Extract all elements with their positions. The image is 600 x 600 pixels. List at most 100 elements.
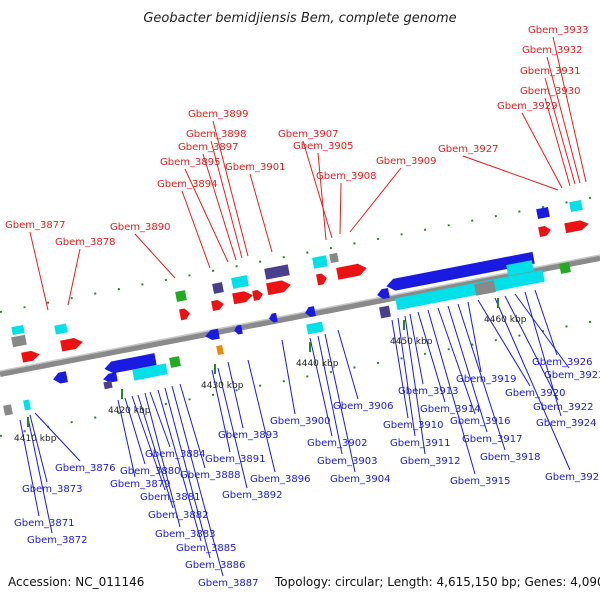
top-label-connector: [181, 190, 211, 269]
forward-gene-block-body: [536, 206, 550, 220]
reverse-gene-block: [216, 345, 224, 355]
gene-label-top: Gbem_3901: [225, 162, 285, 173]
gene-label-bottom: Gbem_3919: [456, 374, 516, 385]
bottom-label-connector: [534, 289, 558, 356]
gene-label-bottom: Gbem_3926: [532, 357, 592, 368]
reverse-gene-block-body: [395, 269, 545, 311]
gene-label-bottom: Gbem_3917: [462, 434, 522, 445]
bottom-label-connector: [247, 359, 276, 473]
forward-gene-block: [252, 289, 263, 301]
gene-label-bottom: Gbem_3920: [505, 388, 565, 399]
bottom-label-connector: [324, 333, 356, 473]
reverse-gene-block: [53, 371, 68, 384]
reverse-gene-block-body: [3, 404, 13, 416]
forward-gene-block-body: [60, 338, 83, 352]
gene-label-bottom: Gbem_3915: [450, 476, 510, 487]
top-label-connector: [552, 36, 587, 183]
reverse-gene-block: [506, 260, 534, 276]
bottom-label-connector: [409, 313, 424, 385]
forward-gene-block: [536, 206, 550, 220]
gene-label-top: Gbem_3927: [438, 144, 498, 155]
bottom-label-connector: [171, 385, 224, 577]
gene-label-bottom: Gbem_3876: [55, 463, 115, 474]
bottom-label-connector: [437, 307, 476, 415]
gene-label-top: Gbem_3929: [497, 101, 557, 112]
forward-gene-block-body: [264, 264, 290, 280]
gene-label-bottom: Gbem_3882: [148, 510, 208, 521]
forward-gene-block: [211, 299, 224, 312]
forward-gene-block: [564, 220, 589, 234]
bottom-label-connector: [227, 361, 244, 429]
gene-label-top: Gbem_3908: [316, 171, 376, 182]
forward-gene-block-body: [312, 255, 328, 269]
forward-gene-block-body: [179, 308, 190, 321]
label-connectors: [19, 36, 587, 577]
kbp-scale: 4410 kbp 4420 kbp 4430 kbp 4440 kbp 4450 kbp…: [14, 298, 527, 444]
gene-features: [3, 199, 589, 416]
top-label-connector: [349, 167, 402, 233]
forward-gene-block: [231, 275, 249, 289]
reverse-gene-block: [234, 324, 243, 335]
gene-label-top: Gbem_3890: [110, 222, 170, 233]
top-label-connector: [202, 153, 237, 261]
reverse-gene-block: [305, 306, 316, 318]
forward-gene-block: [569, 199, 583, 213]
forward-gene-block-body: [21, 350, 40, 363]
reverse-gene-block-body: [474, 280, 496, 296]
gene-label-bottom: Gbem_3911: [390, 438, 450, 449]
forward-gene-block: [329, 252, 339, 264]
gene-labels: Gbem_3877 Gbem_3878 Gbem_3890 Gbem_3894 Gbem…: [5, 25, 600, 589]
top-label-connector: [544, 97, 571, 187]
bottom-label-connector: [317, 335, 343, 455]
gene-label-bottom: Gbem_3871: [14, 518, 74, 529]
reverse-gene-block: [395, 269, 545, 311]
forward-gene-block-body: [54, 323, 68, 335]
reverse-gene-block-body: [205, 328, 220, 341]
gene-label-bottom: Gbem_3873: [22, 484, 82, 495]
top-label-connector: [521, 112, 563, 189]
bottom-label-connector: [337, 329, 359, 400]
forward-gene-block: [316, 273, 327, 286]
forward-gene-block-body: [232, 291, 253, 305]
kbp-scale-label: 4430 kbp: [201, 381, 244, 391]
bottom-label-connector: [504, 295, 559, 401]
reverse-gene-block-body: [103, 380, 113, 390]
gene-label-top: Gbem_3894: [157, 179, 217, 190]
gene-label-bottom: Gbem_3921: [545, 472, 600, 483]
bottom-label-connector: [417, 311, 446, 403]
bottom-label-connector: [131, 395, 166, 491]
gene-label-top: Gbem_3909: [376, 156, 436, 167]
genome-backbone: [0, 255, 600, 377]
gene-label-bottom: Gbem_3885: [176, 543, 236, 554]
top-label-connector: [339, 182, 342, 235]
reverse-gene-block: [132, 363, 168, 381]
gene-label-top: Gbem_3930: [520, 86, 580, 97]
gene-label-bottom: Gbem_3902: [307, 438, 367, 449]
top-label-connector: [29, 231, 49, 311]
bottom-label-connector: [514, 293, 570, 369]
gene-label-bottom: Gbem_3918: [480, 452, 540, 463]
bottom-label-connector: [477, 299, 531, 387]
forward-gene-block-body: [569, 199, 583, 213]
accession-text: Accession: NC_011146: [8, 575, 144, 589]
forward-gene-block: [312, 255, 328, 269]
forward-gene-block: [232, 291, 253, 305]
reverse-gene-block-body: [103, 372, 118, 383]
top-label-connector: [462, 155, 559, 191]
reverse-gene-block-body: [53, 371, 68, 384]
reverse-gene-block: [377, 287, 390, 300]
top-label-connector: [546, 56, 581, 184]
reverse-gene-block: [103, 372, 118, 383]
bottom-label-connector: [117, 399, 136, 478]
gene-label-top: Gbem_3899: [188, 109, 248, 120]
gene-label-bottom: Gbem_3888: [180, 470, 240, 481]
top-label-connector: [317, 152, 327, 241]
bottom-label-connector: [524, 291, 562, 417]
gene-label-bottom: Gbem_3924: [536, 418, 596, 429]
kbp-scale-label: 4460 kbp: [484, 315, 527, 325]
reverse-gene-block-body: [559, 262, 571, 274]
forward-gene-block-body: [11, 324, 25, 336]
reverse-gene-block: [474, 280, 496, 296]
forward-gene-block: [538, 225, 551, 238]
bottom-label-connector: [309, 337, 333, 437]
